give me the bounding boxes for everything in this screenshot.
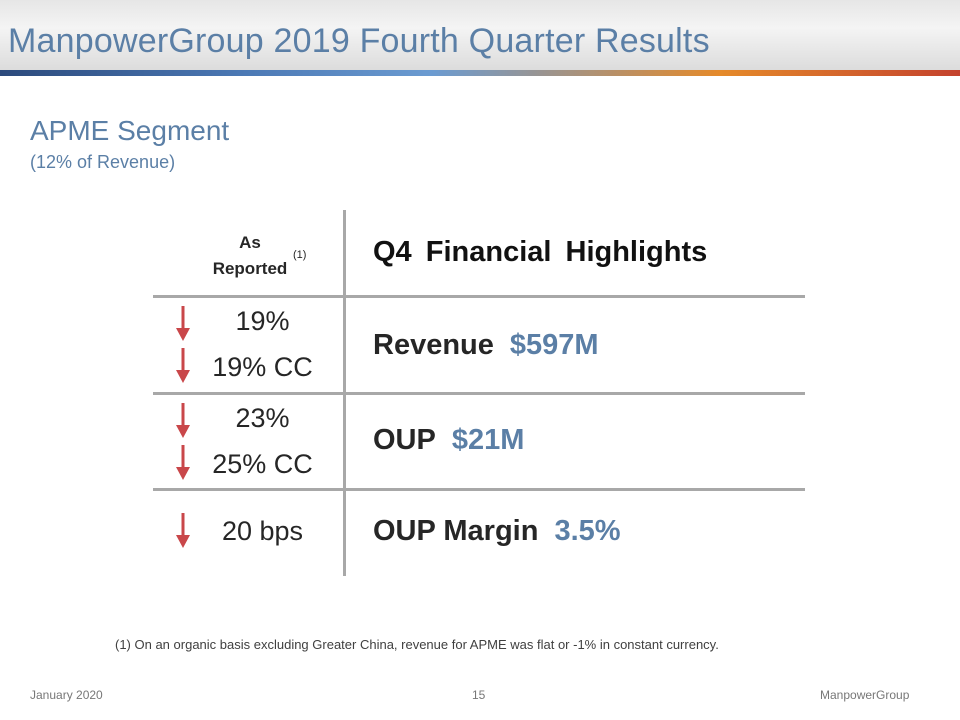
revenue-label: Revenue — [373, 329, 494, 361]
revenue-change-cc: 19% CC — [212, 352, 313, 382]
footnote: (1) On an organic basis excluding Greate… — [115, 637, 719, 652]
segment-subtitle: (12% of Revenue) — [30, 152, 176, 172]
oup-metric: OUP $21M — [373, 424, 524, 457]
oup-change-cc: 25% CC — [212, 449, 313, 479]
page-number: 15 — [472, 688, 486, 702]
highlights-header: Q4 Financial Highlights — [373, 236, 708, 268]
revenue-value: $597M — [509, 329, 599, 361]
revenue-metric: Revenue $597M — [373, 329, 599, 362]
footer-brand: ManpowerGroup — [820, 688, 910, 702]
segment-title: APME Segment — [30, 115, 230, 146]
row-divider — [153, 295, 805, 298]
row-divider — [153, 392, 805, 395]
oup-margin-metric: OUP Margin 3.5% — [373, 515, 621, 548]
oup-margin-change: 20 bps — [221, 516, 304, 546]
down-arrow-icon — [176, 348, 190, 383]
down-arrow-icon — [176, 403, 190, 438]
as-reported-line2: Reported — [212, 259, 288, 278]
slide-header: ManpowerGroup 2019 Fourth Quarter Result… — [0, 0, 960, 70]
header-gradient-bar — [0, 70, 960, 76]
as-reported-line1: As — [239, 233, 261, 252]
down-arrow-icon — [176, 306, 190, 341]
oup-margin-value: 3.5% — [554, 515, 621, 547]
slide-title: ManpowerGroup 2019 Fourth Quarter Result… — [8, 22, 710, 60]
footnote-marker: (1) — [293, 249, 307, 261]
oup-margin-label: OUP Margin — [373, 515, 539, 547]
down-arrow-icon — [176, 445, 190, 480]
revenue-change-reported: 19% — [235, 306, 290, 336]
as-reported-header: As Reported (1) — [190, 230, 310, 282]
down-arrow-icon — [176, 513, 190, 548]
oup-label: OUP — [373, 424, 436, 456]
oup-change-reported: 23% — [235, 403, 290, 433]
oup-value: $21M — [451, 424, 525, 456]
row-divider — [153, 488, 805, 491]
footer-date: January 2020 — [30, 688, 103, 702]
